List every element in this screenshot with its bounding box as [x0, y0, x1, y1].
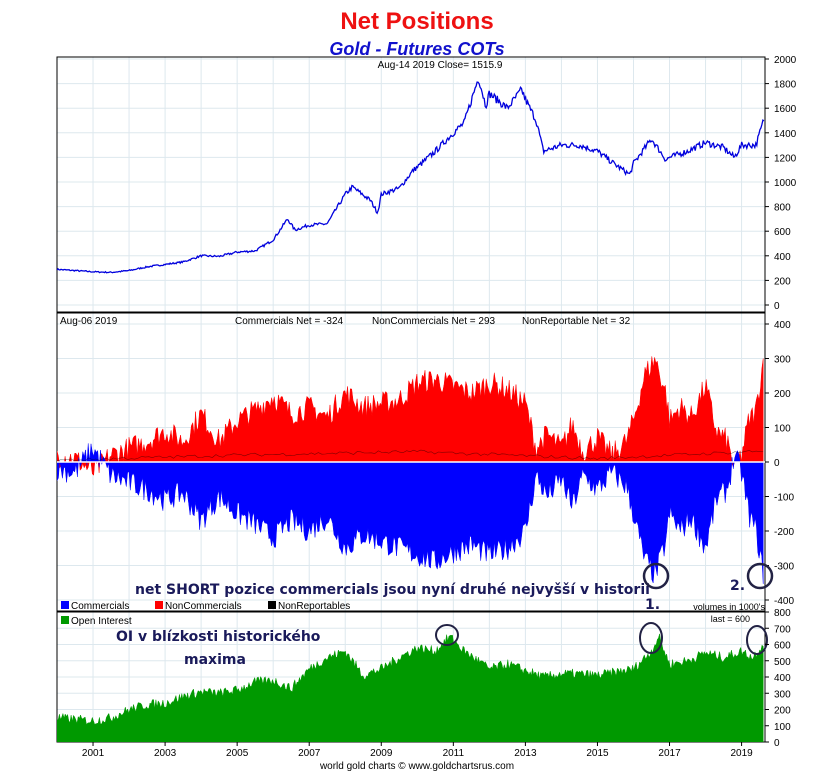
y-tick-label: 400: [774, 673, 791, 684]
oi-annotation-line2: maxima: [184, 652, 246, 668]
series-open-interest-area: [57, 633, 764, 742]
y-tick-label: -400: [774, 596, 794, 607]
price-panel: Aug-14 2019 Close= 1515.9 0 200 400 600 800 1…: [56, 55, 797, 313]
oi-marker-circle-3: [746, 625, 768, 655]
noncommercials-net-label: NonCommercials Net = 293: [372, 316, 496, 327]
y-tick-label: 200: [774, 706, 791, 717]
series-nonreportables-line: [57, 449, 764, 462]
legend-nonreportables: NonReportables: [278, 601, 350, 612]
marker-circle-2: [746, 562, 774, 590]
price-header: Aug-14 2019 Close= 1515.9: [378, 60, 503, 71]
y-tick-label: 1800: [774, 80, 797, 91]
y-tick-label: 200: [774, 389, 791, 400]
series-commercials-area: [57, 443, 764, 584]
y-tick-label: -100: [774, 493, 794, 504]
price-panel-frame: [56, 56, 766, 313]
y-tick-label: 800: [774, 203, 791, 214]
y-tick-label: 400: [774, 252, 791, 263]
open-interest-panel: Open Interest last = 600 OI v blízkosti …: [56, 608, 791, 749]
y-tick-label: 500: [774, 657, 791, 668]
legend-swatch-commercials: [61, 601, 69, 609]
y-tick-label: -200: [774, 527, 794, 538]
x-axis: 2001 2003 2005 2007 2009 2011 2013 2015 2017 2019: [82, 742, 753, 759]
y-tick-label: 800: [774, 608, 791, 619]
net-legend: Commercials NonCommercials NonReportable…: [61, 601, 350, 612]
y-tick-label: 1000: [774, 178, 797, 189]
net-positions-panel: Aug-06 2019 Commercials Net = -324 NonCo…: [56, 312, 794, 613]
y-tick-label: 1600: [774, 104, 797, 115]
legend-noncommercials: NonCommercials: [165, 601, 242, 612]
volumes-note: volumes in 1000's: [693, 602, 765, 612]
commercials-net-label: Commercials Net = -324: [235, 316, 344, 327]
y-tick-label: 1200: [774, 153, 797, 164]
x-tick-label: 2019: [730, 748, 753, 759]
y-tick-label: 0: [774, 301, 780, 312]
x-tick-label: 2003: [154, 748, 177, 759]
chart-title: Net Positions: [340, 8, 494, 35]
legend-commercials: Commercials: [71, 601, 129, 612]
legend-swatch-open-interest: [61, 616, 69, 624]
oi-marker-circle-2: [639, 622, 663, 654]
nonreportable-net-label: NonReportable Net = 32: [522, 316, 631, 327]
y-tick-label: 700: [774, 624, 791, 635]
oi-marker-circle-1: [435, 624, 459, 646]
x-tick-label: 2009: [370, 748, 393, 759]
chart-subtitle: Gold - Futures COTs: [329, 39, 505, 59]
x-tick-label: 2011: [443, 748, 465, 759]
x-tick-label: 2017: [658, 748, 681, 759]
net-date: Aug-06 2019: [60, 316, 118, 327]
footer-credit: world gold charts © www.goldchartsrus.co…: [319, 761, 515, 772]
y-tick-label: 400: [774, 320, 791, 331]
y-tick-label: -300: [774, 562, 794, 573]
marker-label-2: 2.: [730, 578, 745, 594]
legend-open-interest: Open Interest: [71, 616, 132, 627]
marker-label-1: 1.: [645, 597, 660, 613]
x-tick-label: 2013: [514, 748, 537, 759]
y-tick-label: 600: [774, 641, 791, 652]
oi-annotation-line1: OI v blízkosti historického: [116, 629, 321, 645]
y-tick-label: 1400: [774, 129, 797, 140]
y-tick-label: 0: [774, 738, 780, 749]
y-tick-label: 600: [774, 227, 791, 238]
series-gold-price-line: [57, 81, 765, 274]
x-tick-label: 2001: [82, 748, 105, 759]
series-noncommercials-area: [57, 356, 764, 476]
x-tick-label: 2005: [226, 748, 249, 759]
y-tick-label: 100: [774, 424, 791, 435]
y-tick-label: 300: [774, 355, 791, 366]
y-tick-label: 2000: [774, 55, 797, 66]
x-tick-label: 2007: [298, 748, 321, 759]
x-tick-label: 2015: [586, 748, 609, 759]
last-note: last = 600: [711, 614, 750, 624]
y-tick-label: 300: [774, 689, 791, 700]
y-tick-label: 200: [774, 276, 791, 287]
legend-swatch-noncommercials: [155, 601, 163, 609]
marker-circle-1: [642, 562, 670, 590]
legend-swatch-nonreportables: [268, 601, 276, 609]
y-tick-label: 100: [774, 722, 791, 733]
y-tick-label: 0: [774, 458, 780, 469]
net-annotation: net SHORT pozice commercials jsou nyní d…: [135, 582, 650, 598]
